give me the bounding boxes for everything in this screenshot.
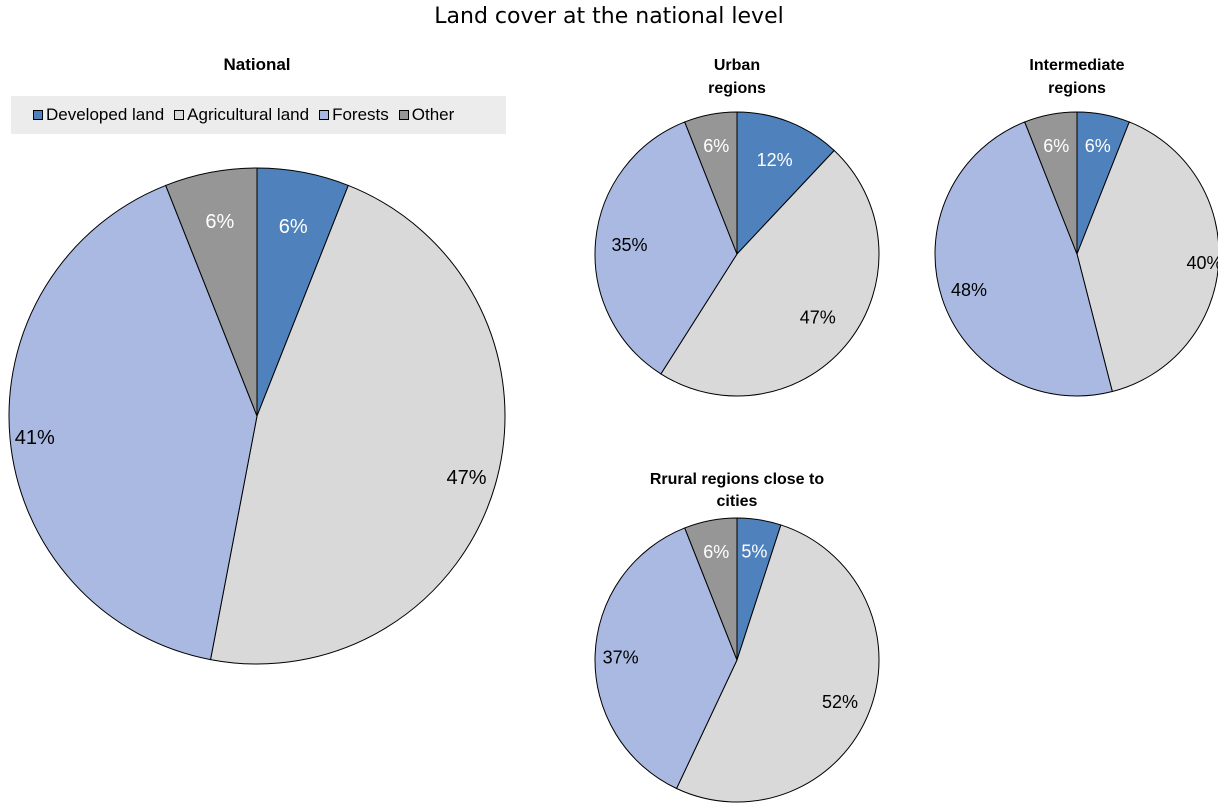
legend-item-developed-land: Developed land [33,105,164,125]
pie-title-urban-regions: Urban regions [708,57,766,97]
slice-agricultural-land-rrural-regions-close-to-cities [675,524,880,803]
legend-label-developed-land: Developed land [46,105,165,124]
pie-title-intermediate-regions: Intermediate regions [1029,57,1124,97]
data-label-forests-national: 41% [15,427,55,449]
slice-other-rrural-regions-close-to-cities [684,517,738,661]
data-label-developed-land-national: 6% [279,216,308,238]
data-label-developed-land-urban-regions: 12% [757,150,793,170]
legend-swatch-developed-land [33,110,43,120]
slice-developed-land-urban-regions [736,111,835,256]
slice-forests-urban-regions [594,121,738,375]
data-label-other-rrural-regions-close-to-cities: 6% [703,542,729,562]
data-label-forests-urban-regions: 35% [612,235,648,255]
data-label-other-urban-regions: 6% [703,136,729,156]
data-label-agricultural-land-national: 47% [447,467,487,489]
legend-label-agricultural-land: Agricultural land [187,105,310,124]
legend-item-other: Other [398,105,455,125]
legend-swatch-forests [319,110,330,120]
slice-other-urban-regions [684,111,738,255]
legend-label-forests: Forests [332,105,389,124]
slice-other-national [165,167,258,417]
slice-forests-national [8,184,258,661]
legend: Developed land Agricultural land Forests… [11,96,506,134]
pie-title-rrural-regions-close-to-cities: Rrural regions close to cities [650,471,824,510]
data-label-agricultural-land-urban-regions: 47% [800,308,836,328]
data-label-other-national: 6% [205,211,234,233]
legend-swatch-other [398,110,409,120]
slice-agricultural-land-intermediate-regions [1076,121,1218,393]
slice-forests-intermediate-regions [934,121,1113,397]
chart-title: Land cover at the national level [434,4,784,29]
pie-title-national: National [223,55,290,74]
data-label-forests-rrural-regions-close-to-cities: 37% [603,647,639,667]
legend-label-other: Other [411,105,455,124]
slice-forests-rrural-regions-close-to-cities [594,527,738,790]
legend-swatch-agricultural-land [174,110,185,120]
data-label-agricultural-land-intermediate-regions: 40% [1187,253,1218,273]
data-label-other-intermediate-regions: 6% [1043,136,1069,156]
legend-item-agricultural-land: Agricultural land [174,105,309,125]
pie-national: National 6% 47% 41% 6% [8,55,506,665]
slice-agricultural-land-national [209,184,506,665]
data-label-developed-land-intermediate-regions: 6% [1085,136,1111,156]
slice-agricultural-land-urban-regions [660,149,880,397]
pie-rrural-regions-close-to-cities: Rrural regions close to cities 5% 52% 37% 6% [594,471,880,803]
legend-item-forests: Forests [319,105,389,125]
data-label-agricultural-land-rrural-regions-close-to-cities: 52% [822,692,858,712]
pie-urban-regions: Urban regions 12% 47% 35% 6% [594,57,880,397]
data-label-forests-intermediate-regions: 48% [951,280,987,300]
slice-other-intermediate-regions [1024,111,1078,255]
data-label-developed-land-rrural-regions-close-to-cities: 5% [741,542,767,562]
